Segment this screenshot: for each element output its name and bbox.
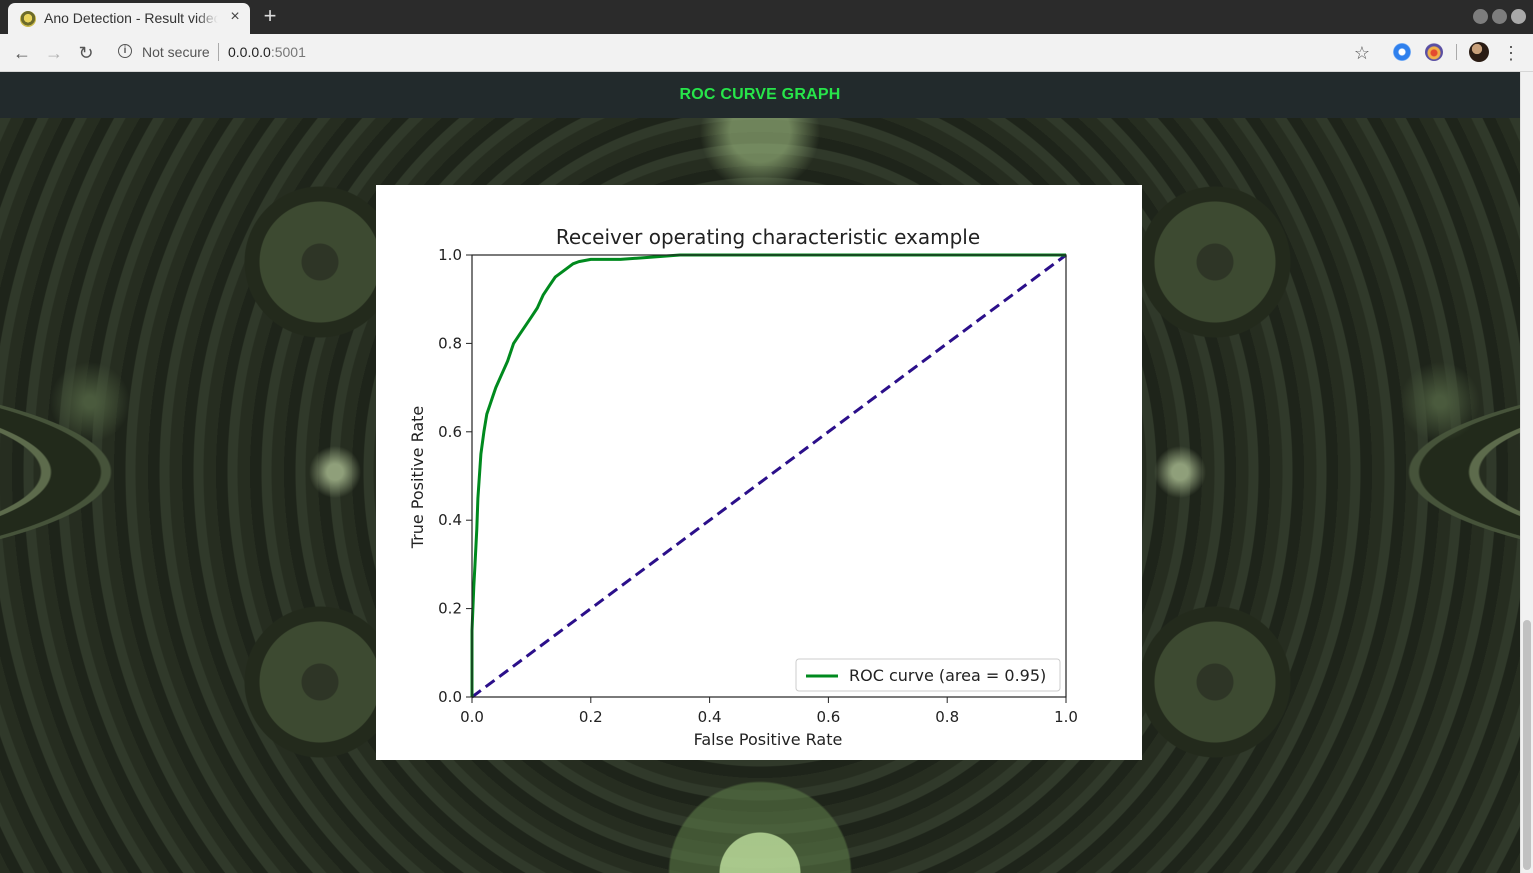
x-axis-label: False Positive Rate <box>694 730 843 749</box>
browser-tab[interactable]: Ano Detection - Result video × <box>8 3 250 34</box>
browser-toolbar: ← → ↻ i Not secure 0.0.0.0:5001 ☆ ⋮ <box>0 34 1533 72</box>
close-window-button[interactable] <box>1511 9 1526 24</box>
tab-title: Ano Detection - Result video <box>44 10 218 26</box>
y-tick-label: 0.6 <box>438 423 462 441</box>
x-tick-label: 0.2 <box>579 708 603 726</box>
chance-diagonal-line <box>471 253 1067 699</box>
x-tick-label: 0.0 <box>460 708 484 726</box>
url-text[interactable]: 0.0.0.0:5001 <box>228 44 306 60</box>
url-port: :5001 <box>270 44 306 60</box>
toolbar-separator <box>1456 44 1457 60</box>
security-label[interactable]: Not secure <box>142 44 210 60</box>
x-tick-label: 0.6 <box>816 708 840 726</box>
x-tick-label: 0.4 <box>698 708 722 726</box>
page-title: ROC CURVE GRAPH <box>679 86 841 103</box>
maximize-window-button[interactable] <box>1492 9 1507 24</box>
y-axis-label: True Positive Rate <box>408 406 427 550</box>
roc-curve-line <box>470 253 1066 697</box>
x-tick-label: 0.8 <box>935 708 959 726</box>
favicon-icon <box>20 11 36 27</box>
extension-icon-blue[interactable] <box>1393 43 1411 61</box>
tab-close-icon[interactable]: × <box>230 8 240 25</box>
browser-menu-icon[interactable]: ⋮ <box>1502 43 1520 63</box>
y-tick-label: 0.8 <box>438 334 462 352</box>
browser-tab-strip: Ano Detection - Result video × + <box>0 0 1533 34</box>
roc-chart: Receiver operating characteristic exampl… <box>408 225 1078 749</box>
page-scrollbar[interactable] <box>1520 72 1533 873</box>
avatar[interactable] <box>1469 42 1489 62</box>
url-host: 0.0.0.0 <box>228 44 271 60</box>
page-background: ROC CURVE GRAPH Receiver operating chara… <box>0 72 1520 873</box>
bookmark-star-icon[interactable]: ☆ <box>1353 43 1371 63</box>
page-header: ROC CURVE GRAPH <box>0 72 1520 118</box>
y-tick-label: 0.2 <box>438 600 462 618</box>
scrollbar-thumb[interactable] <box>1523 620 1531 870</box>
legend-label: ROC curve (area = 0.95) <box>849 666 1046 685</box>
minimize-window-button[interactable] <box>1473 9 1488 24</box>
forward-button[interactable]: → <box>45 43 63 63</box>
reload-button[interactable]: ↻ <box>78 43 94 63</box>
info-icon[interactable]: i <box>118 44 132 58</box>
back-button[interactable]: ← <box>13 43 31 63</box>
chart-title: Receiver operating characteristic exampl… <box>556 225 980 249</box>
roc-graph-image: Receiver operating characteristic exampl… <box>376 185 1142 760</box>
new-tab-button[interactable]: + <box>263 3 277 28</box>
plot-frame <box>471 254 1067 698</box>
plot-area: 0.0 0.2 0.4 0.6 0.8 1.0 0.0 0.2 0.4 0.6 0.8 1.0 ROC … <box>438 246 1078 726</box>
y-tick-label: 0.0 <box>438 688 462 706</box>
y-tick-label: 1.0 <box>438 246 462 264</box>
address-separator <box>218 43 219 61</box>
legend-box <box>795 658 1061 692</box>
extension-icon-glasses[interactable] <box>1425 43 1443 61</box>
x-tick-label: 1.0 <box>1054 708 1078 726</box>
y-tick-label: 0.4 <box>438 511 462 529</box>
